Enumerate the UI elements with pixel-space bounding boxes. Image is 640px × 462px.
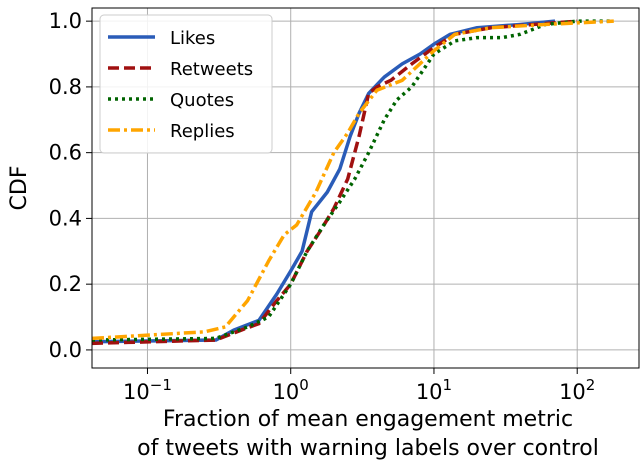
y-tick-label: 1.0	[49, 9, 82, 33]
lines	[91, 19, 614, 346]
y-tick-label: 0.8	[49, 75, 82, 99]
x-tick-label: 102	[559, 376, 595, 404]
ticks: 0.00.20.40.60.81.010−1 100 101 102	[49, 9, 596, 404]
y-axis-label: CDF	[7, 166, 32, 211]
y-tick-label: 0.6	[49, 141, 82, 165]
x-tick-base: 10	[416, 380, 443, 404]
y-tick-label: 0.2	[49, 272, 82, 296]
x-tick-exponent: 0	[299, 376, 309, 394]
x-tick-label: 100	[273, 376, 309, 404]
legend-label: Retweets	[170, 59, 253, 80]
y-tick-label: 0.0	[49, 338, 82, 362]
legend-label: Replies	[170, 121, 235, 142]
legend: Likes Retweets Quotes Replies	[99, 14, 273, 154]
cdf-line	[91, 19, 556, 344]
x-axis-label: of tweets with warning labels over contr…	[137, 436, 599, 461]
cdf-line	[91, 19, 614, 341]
x-tick-base: 10	[123, 380, 150, 404]
legend-box	[99, 14, 273, 154]
x-tick-base: 10	[273, 380, 300, 404]
x-tick-base: 10	[559, 380, 586, 404]
x-tick-label: 101	[416, 376, 452, 404]
plot-frame	[91, 7, 640, 369]
x-tick-label: 10−1	[123, 376, 172, 404]
x-tick-exponent: 1	[443, 376, 453, 394]
x-tick-exponent: −1	[150, 376, 172, 394]
y-tick-label: 0.4	[49, 206, 82, 230]
x-tick-exponent: 2	[586, 376, 596, 394]
legend-label: Likes	[170, 28, 215, 49]
legend-label: Quotes	[170, 90, 234, 111]
x-axis-label: Fraction of mean engagement metric	[163, 407, 573, 432]
